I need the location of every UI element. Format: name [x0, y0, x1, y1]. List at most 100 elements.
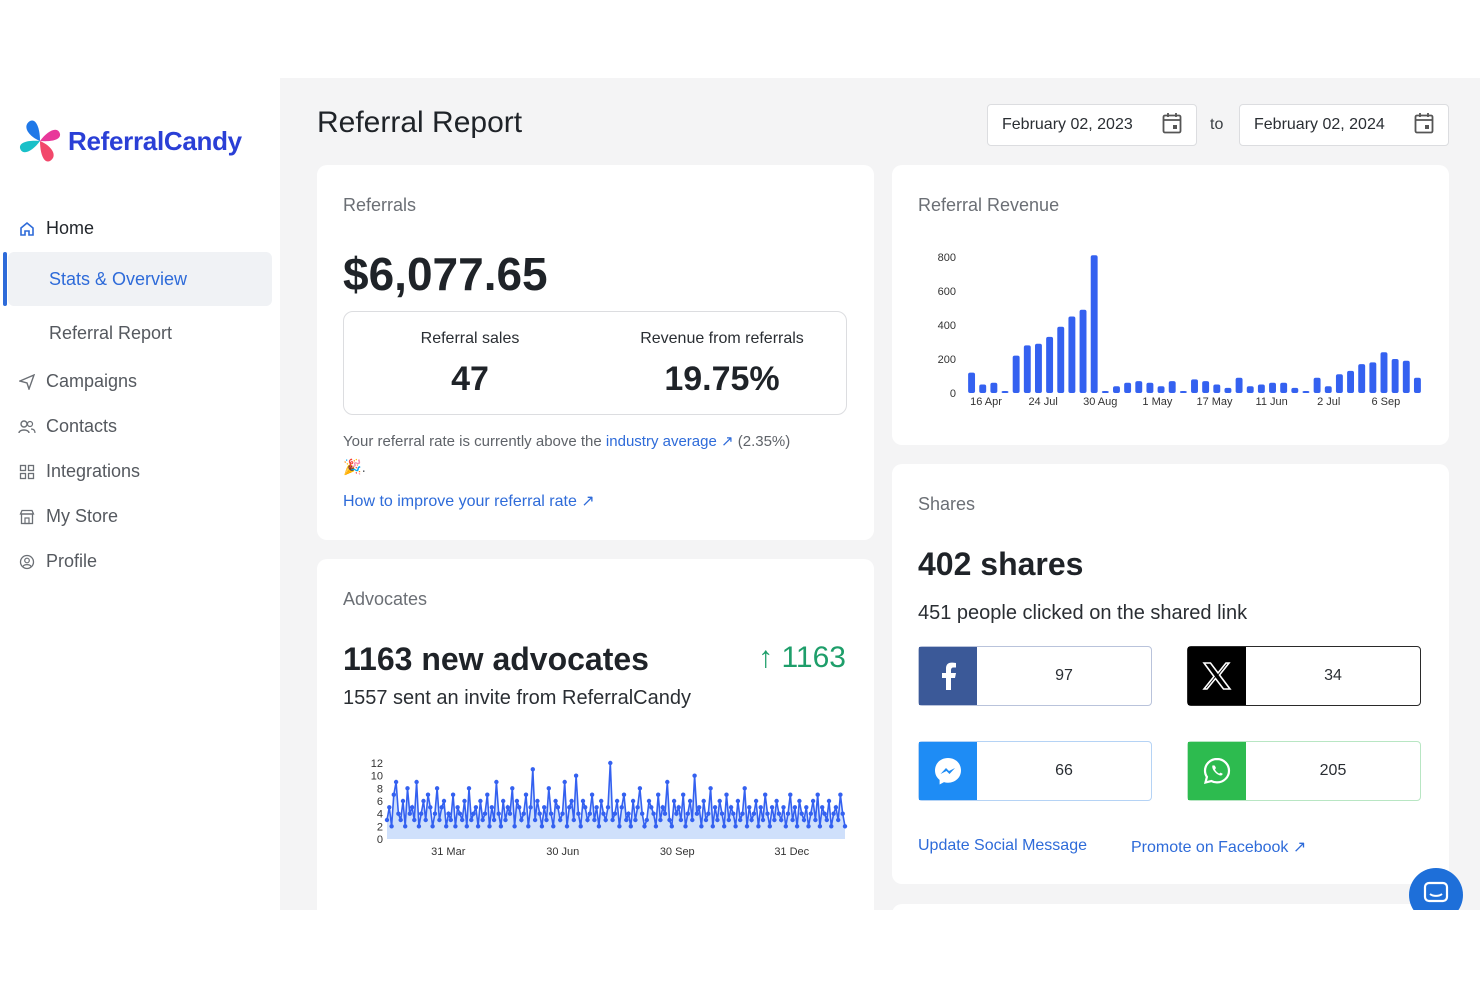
advocates-point: [489, 805, 494, 810]
advocates-point: [384, 817, 390, 823]
whatsapp-icon: [1188, 742, 1246, 800]
advocates-point: [646, 798, 652, 804]
advocates-point: [667, 817, 672, 823]
advocates-point: [817, 824, 823, 829]
advocates-point: [774, 798, 779, 804]
advocates-point: [487, 824, 492, 829]
advocates-point: [514, 798, 520, 804]
advocates-point: [389, 824, 394, 829]
advocates-point: [530, 767, 535, 772]
whatsapp-share-count[interactable]: 205: [1187, 741, 1421, 801]
advocates-point: [783, 824, 788, 829]
advocates-point: [628, 824, 633, 829]
advocates-point: [669, 824, 674, 829]
x-share-count[interactable]: 34: [1187, 646, 1421, 706]
revenue-bar: [1168, 381, 1176, 393]
update-social-message-link[interactable]: Update Social Message: [918, 837, 1087, 854]
support-chat-button[interactable]: [1409, 868, 1463, 910]
advocates-point: [526, 824, 531, 829]
advocates-point: [626, 811, 631, 816]
advocates-point: [551, 824, 556, 829]
advocates-point: [621, 792, 627, 797]
advocates-point: [831, 811, 836, 816]
sidebar-item-label: Contacts: [46, 416, 118, 436]
advocates-point: [441, 798, 447, 804]
advocates-point: [824, 817, 829, 823]
advocates-point: [701, 798, 706, 804]
advocates-label: Advocates: [343, 589, 428, 609]
revenue-from-referrals-value: 19.75%: [664, 360, 780, 398]
advocates-point: [694, 811, 700, 816]
date-range-separator: to: [1210, 116, 1224, 133]
advocates-point: [749, 817, 754, 823]
advocates-point: [517, 805, 522, 810]
store-icon: [18, 508, 36, 526]
referralcandy-logo-icon: [19, 120, 61, 162]
advocates-point: [822, 811, 827, 816]
sidebar-item-home[interactable]: Home: [18, 218, 94, 239]
app-frame: ReferralCandy Home Stats & Overview Refe…: [0, 78, 1480, 910]
sidebar-item-campaigns[interactable]: Campaigns: [18, 371, 137, 392]
whatsapp-share-value: 205: [1319, 762, 1347, 779]
improve-referral-rate-link[interactable]: How to improve your referral rate ↗: [343, 493, 595, 510]
x-tick-label: 31 Dec: [774, 846, 809, 858]
revenue-bar: [1246, 386, 1254, 393]
advocates-point: [813, 817, 818, 823]
advocates-point: [471, 811, 476, 816]
revenue-bar: [1124, 382, 1132, 393]
advocates-point: [444, 824, 449, 829]
sidebar-item-stats-overview[interactable]: Stats & Overview: [3, 252, 272, 306]
advocates-point: [578, 824, 583, 829]
promote-on-facebook-link[interactable]: Promote on Facebook ↗: [1131, 839, 1307, 856]
date-from-picker[interactable]: February 02, 2023: [987, 104, 1197, 146]
advocates-point: [760, 817, 766, 823]
brand-logo[interactable]: ReferralCandy: [18, 118, 242, 164]
industry-average-link[interactable]: industry average ↗: [605, 433, 734, 450]
advocates-point: [719, 811, 725, 816]
revenue-bar: [1202, 381, 1210, 393]
sidebar-item-referral-report[interactable]: Referral Report: [8, 306, 272, 360]
advocates-point: [482, 811, 488, 816]
advocates-point: [785, 811, 791, 816]
advocates-point: [455, 805, 460, 810]
advocates-point: [580, 798, 586, 804]
sidebar-item-my-store[interactable]: My Store: [18, 506, 118, 527]
advocates-point: [594, 805, 599, 810]
advocates-point: [453, 824, 458, 829]
advocates-point: [589, 792, 595, 797]
advocates-point: [674, 811, 679, 816]
advocates-point: [804, 805, 809, 810]
advocates-point: [744, 824, 750, 829]
advocates-point: [553, 798, 558, 804]
advocates-point: [763, 792, 768, 797]
brand-name: ReferralCandy: [68, 125, 242, 156]
y-tick-label: 600: [938, 286, 956, 298]
sidebar-item-label: Profile: [46, 551, 98, 571]
sidebar-item-contacts[interactable]: Contacts: [18, 416, 117, 437]
revenue-bar: [1023, 345, 1031, 393]
advocates-point: [838, 792, 843, 797]
referral-sales-value: 47: [451, 360, 489, 398]
advocates-point: [826, 798, 832, 804]
revenue-bar: [1391, 359, 1399, 393]
advocates-point: [840, 811, 845, 816]
sidebar-item-label: Referral Report: [49, 322, 173, 343]
advocates-point: [815, 792, 820, 797]
sidebar-item-integrations[interactable]: Integrations: [18, 461, 140, 482]
revenue-from-referrals-label: Revenue from referrals: [640, 330, 804, 347]
advocates-point: [637, 786, 643, 791]
advocates-point: [412, 817, 417, 823]
advocates-delta: ↑ 1163: [758, 641, 846, 674]
advocates-point: [432, 811, 438, 816]
facebook-share-count[interactable]: 97: [918, 646, 1152, 706]
messenger-share-count[interactable]: 66: [918, 741, 1152, 801]
date-to-picker[interactable]: February 02, 2024: [1239, 104, 1449, 146]
sidebar-item-profile[interactable]: Profile: [18, 551, 97, 572]
advocates-point: [496, 811, 501, 816]
y-tick-label: 10: [371, 771, 383, 783]
referrals-amount: $6,077.65: [343, 248, 548, 300]
advocates-point: [521, 811, 526, 816]
advocates-point: [756, 824, 761, 829]
advocates-point: [769, 805, 775, 810]
y-tick-label: 4: [377, 809, 383, 821]
